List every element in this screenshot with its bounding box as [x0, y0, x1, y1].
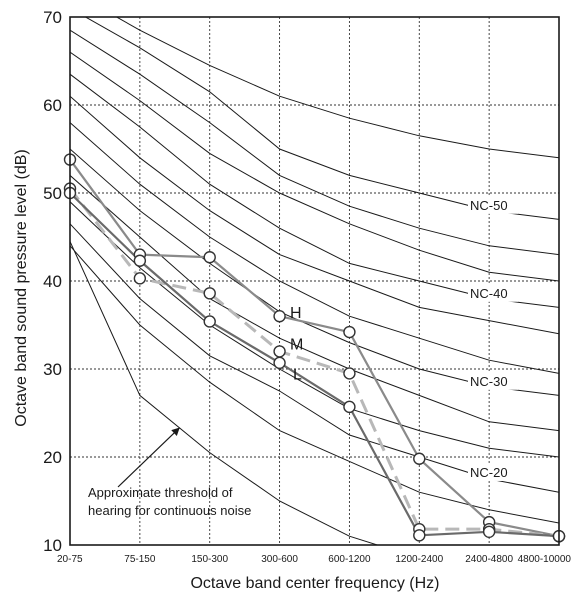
- x-tick-label: 300-600: [261, 554, 298, 565]
- nc-label-bg: [468, 196, 518, 214]
- nc-label-bg: [468, 284, 518, 302]
- nc-label-bg: [468, 372, 518, 390]
- nc-curve-label: NC-50: [470, 198, 508, 213]
- series-point-l: [133, 254, 147, 267]
- x-tick-label: 600-1200: [328, 554, 371, 565]
- series-label-m: M: [290, 336, 303, 353]
- series-line-h: [69, 158, 560, 538]
- series-point-h: [413, 452, 426, 465]
- y-tick-label: 50: [43, 184, 62, 203]
- x-tick-label: 2400-4800: [465, 554, 513, 565]
- nc-curve-label: NC-20: [470, 465, 508, 480]
- threshold-arrow-head: [171, 427, 180, 436]
- x-tick-label: 75-150: [124, 554, 156, 565]
- x-tick-label: 1200-2400: [395, 554, 443, 565]
- y-tick-label: 10: [43, 536, 62, 555]
- nc-curve-line: [84, 17, 559, 220]
- threshold-arrow: [117, 427, 181, 488]
- series-point-h: [273, 310, 286, 323]
- nc-curve-line: [115, 17, 559, 159]
- threshold-curve-group: [70, 241, 380, 545]
- nc-curve-line: [70, 201, 559, 458]
- series-point-m: [133, 272, 147, 285]
- nc-curve-line: [70, 51, 559, 282]
- nc-curve-line: [70, 148, 559, 396]
- series-point-m: [343, 367, 356, 380]
- series-point-h: [203, 251, 216, 264]
- nc-curve-label: NC-30: [470, 374, 508, 389]
- series-label-l: L: [293, 366, 302, 383]
- series-label-h: H: [290, 305, 302, 322]
- series-point-h: [343, 325, 356, 339]
- threshold-curve-line: [70, 241, 380, 545]
- series-line-l: [69, 192, 560, 538]
- y-tick-label: 70: [43, 8, 62, 27]
- nc-curve-line: [70, 175, 559, 432]
- y-tick-label: 30: [43, 360, 62, 379]
- x-tick-label: 20-75: [57, 554, 83, 565]
- threshold-annotation-line-2: hearing for continuous noise: [88, 503, 251, 518]
- y-axis-label: Octave band sound pressure level (dB): [13, 149, 30, 426]
- threshold-annotation-line-1: Approximate threshold of: [88, 485, 233, 500]
- nc-curve-line: [70, 245, 559, 524]
- nc-curve-line: [70, 29, 559, 256]
- series-point-l: [273, 356, 286, 370]
- nc-curve-line: [70, 95, 559, 335]
- x-tick-label: 4800-10000: [518, 554, 572, 565]
- nc-curve-label: NC-40: [470, 286, 508, 301]
- x-tick-label: 150-300: [191, 554, 228, 565]
- nc-label-bg: [468, 463, 518, 481]
- nc-curve-line: [70, 122, 559, 374]
- tick-labels: NC-50 NC-40 NC-30 NC-20 10 20 30 40 50 60 70 20-75 7…: [43, 8, 571, 565]
- series-line-m: [68, 187, 560, 538]
- series-point-l: [343, 400, 356, 414]
- series-point-l: [482, 525, 496, 538]
- y-tick-label: 60: [43, 96, 62, 115]
- series-point-m: [203, 287, 216, 300]
- series-point-l: [413, 529, 426, 542]
- x-axis-label: Octave band center frequency (Hz): [190, 575, 439, 592]
- y-tick-label: 20: [43, 448, 62, 467]
- plot-frame: [69, 16, 560, 546]
- y-tick-label: 40: [43, 272, 62, 291]
- series-point-l: [203, 315, 216, 328]
- series-point-m: [273, 345, 286, 358]
